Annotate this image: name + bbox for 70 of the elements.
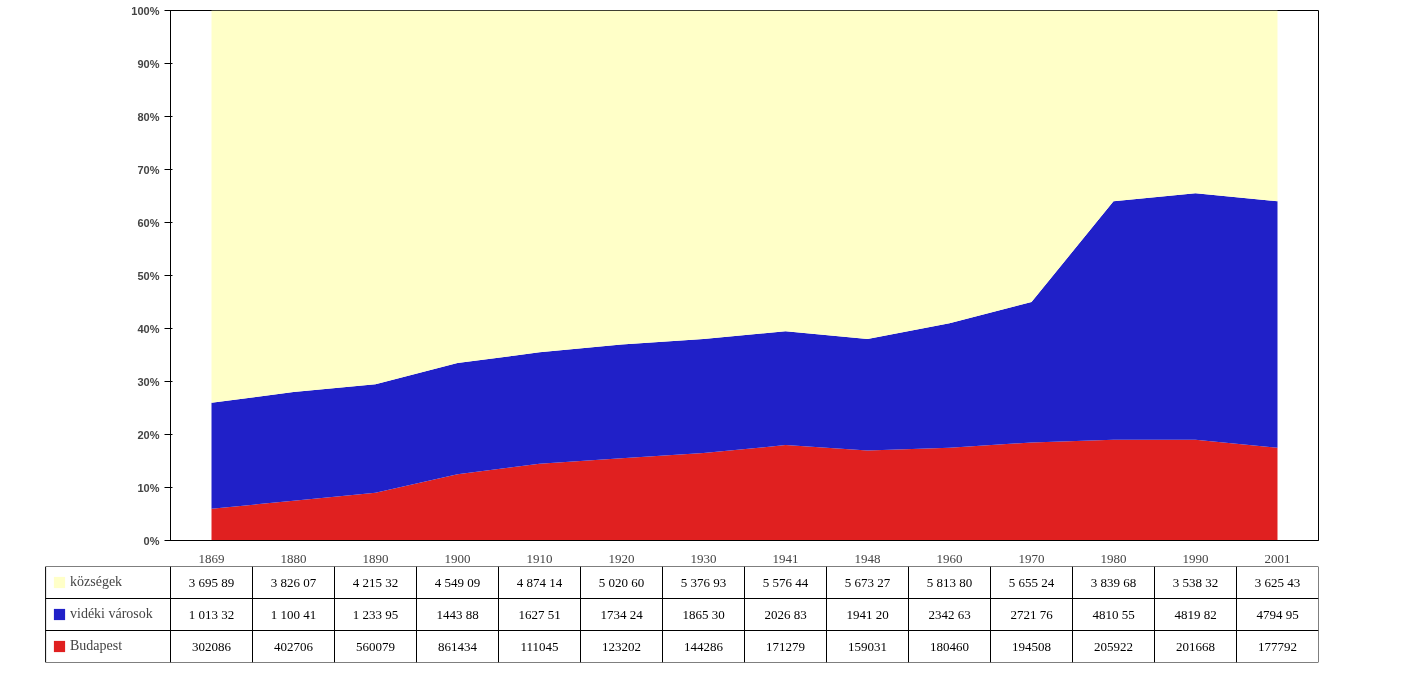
legend-label: községek (70, 573, 123, 591)
text: 861434 (438, 638, 478, 654)
y-tick-label: 60% (137, 216, 160, 229)
text: 177792 (1258, 638, 1297, 654)
y-tick-label: 30% (137, 375, 160, 388)
x-tick-label: 1900 (444, 550, 471, 566)
y-tick-label: 80% (137, 110, 160, 123)
text: 111045 (520, 638, 559, 654)
text: 2342 63 (928, 607, 971, 622)
text: 144286 (684, 638, 724, 654)
y-tick-label: 70% (137, 163, 160, 176)
text: 1 233 95 (352, 607, 399, 622)
x-tick-label: 1941 (772, 550, 799, 566)
x-tick-label: 1930 (690, 550, 717, 566)
y-tick-label: 0% (143, 534, 160, 547)
text: 4819 82 (1174, 607, 1217, 622)
text: 3 538 32 (1172, 575, 1219, 590)
x-tick-label: 1910 (526, 550, 553, 566)
text: 123202 (602, 638, 641, 654)
text: 180460 (930, 638, 969, 654)
y-tick-label: 100% (131, 4, 160, 17)
text: 1627 51 (518, 607, 561, 622)
x-tick-label: 1920 (608, 550, 635, 566)
legend-label: Budapest (70, 637, 123, 655)
text: 4 549 09 (434, 575, 481, 590)
text: 5 655 24 (1008, 575, 1055, 590)
text: 3 625 43 (1254, 575, 1301, 590)
text: 4810 55 (1092, 607, 1135, 622)
text: 3 695 89 (188, 575, 235, 590)
x-tick-label: 2001 (1264, 550, 1291, 566)
text: 2026 83 (764, 607, 807, 622)
text: 1941 20 (846, 607, 889, 622)
text: 171279 (766, 638, 805, 654)
text: 3 826 07 (270, 575, 317, 590)
text: 5 376 93 (680, 575, 727, 590)
x-tick-label: 1980 (1100, 550, 1127, 566)
x-tick-label: 1990 (1182, 550, 1209, 566)
text: 205922 (1094, 638, 1133, 654)
text: 2721 76 (1010, 607, 1054, 622)
x-tick-label: 1890 (362, 550, 389, 566)
text: 5 673 27 (844, 575, 891, 590)
text: 5 813 80 (926, 575, 973, 590)
text: 4 215 32 (352, 575, 399, 590)
x-tick-label: 1960 (936, 550, 963, 566)
x-tick-label: 1948 (854, 550, 881, 566)
legend-label: vidéki városok (70, 605, 153, 623)
text: 1 013 32 (188, 607, 235, 622)
text: 194508 (1012, 638, 1051, 654)
y-tick-label: 20% (137, 428, 160, 441)
text: 4 874 14 (516, 575, 563, 590)
text: 4794 95 (1256, 607, 1299, 622)
y-tick-label: 40% (137, 322, 160, 335)
text: 3 839 68 (1090, 575, 1137, 590)
text: 302086 (192, 638, 232, 654)
text: 560079 (356, 638, 395, 654)
x-tick-label: 1869 (198, 550, 225, 566)
text: 201668 (1176, 638, 1215, 654)
text: 159031 (848, 638, 887, 654)
text: 5 576 44 (762, 575, 809, 590)
y-tick-label: 50% (137, 269, 160, 282)
text: 1734 24 (600, 607, 644, 622)
x-tick-label: 1880 (280, 550, 307, 566)
text: 1865 30 (682, 607, 725, 622)
text: 1 100 41 (270, 607, 317, 622)
text: 1443 88 (436, 607, 479, 622)
y-tick-label: 10% (137, 481, 160, 494)
text: 5 020 60 (598, 575, 645, 590)
x-tick-label: 1970 (1018, 550, 1045, 566)
text: 402706 (274, 638, 314, 654)
y-tick-label: 90% (137, 57, 160, 70)
